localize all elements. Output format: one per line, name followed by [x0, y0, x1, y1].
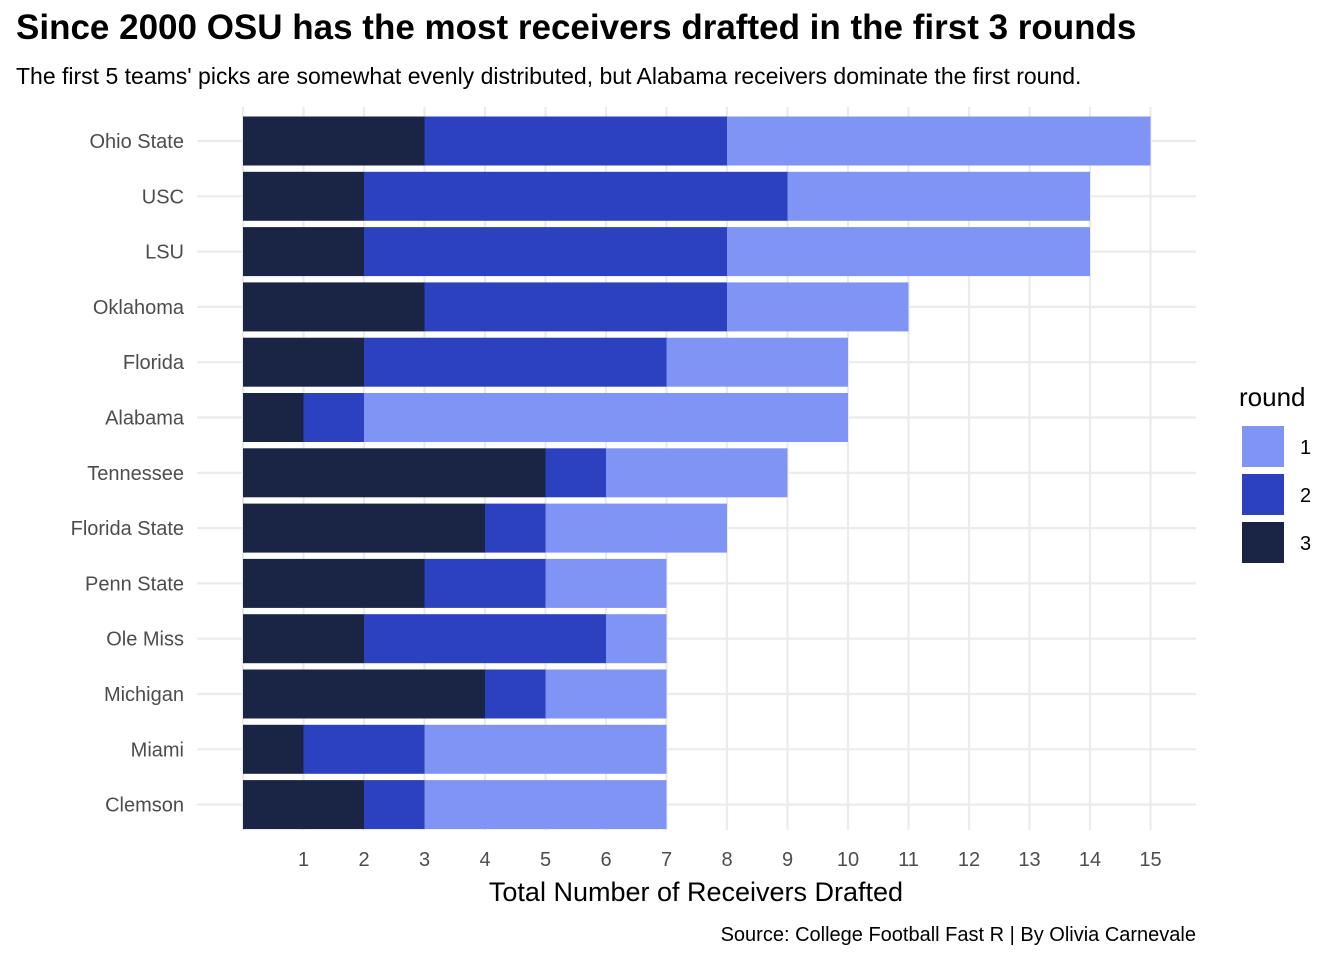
bar-ohio-state-round-1	[727, 116, 1151, 166]
caption: Source: College Football Fast R | By Oli…	[721, 924, 1196, 946]
y-tick-label: Florida State	[71, 518, 184, 540]
legend-title: round	[1239, 382, 1306, 412]
bar-florida-state-round-1	[545, 503, 727, 553]
legend-key-1	[1242, 426, 1284, 467]
y-tick-label: LSU	[145, 242, 184, 264]
x-tick-label: 5	[540, 849, 551, 871]
x-tick-label: 11	[898, 849, 919, 871]
bars	[243, 116, 1151, 830]
x-tick-label: 13	[1018, 849, 1040, 871]
bar-usc-round-1	[787, 171, 1090, 221]
bar-miami-round-2	[303, 724, 425, 774]
y-tick-label: Ole Miss	[106, 629, 184, 651]
bar-florida-state-round-2	[485, 503, 546, 553]
y-tick-label: Alabama	[105, 408, 185, 430]
x-tick-label: 14	[1079, 849, 1101, 871]
x-tick-label: 8	[721, 849, 732, 871]
bar-usc-round-3	[243, 171, 364, 221]
bar-miami-round-3	[243, 724, 304, 774]
x-tick-label: 3	[419, 849, 430, 871]
y-tick-label: Miami	[131, 739, 184, 761]
bar-tennessee-round-3	[243, 448, 546, 498]
bar-lsu-round-3	[243, 227, 364, 277]
x-tick-label: 1	[298, 849, 309, 871]
bar-ole-miss-round-1	[606, 614, 667, 664]
bar-michigan-round-2	[485, 669, 546, 719]
x-tick-label: 2	[358, 849, 369, 871]
bar-tennessee-round-1	[606, 448, 788, 498]
x-tick-label: 7	[661, 849, 672, 871]
legend-label-3: 3	[1300, 533, 1311, 555]
y-tick-label: Penn State	[85, 573, 184, 595]
y-tick-label: Tennessee	[87, 463, 184, 485]
chart-title: Since 2000 OSU has the most receivers dr…	[16, 8, 1137, 47]
y-tick-label: Oklahoma	[93, 297, 185, 319]
bar-lsu-round-2	[364, 227, 727, 277]
bar-penn-state-round-2	[424, 558, 546, 608]
bar-lsu-round-1	[727, 227, 1090, 277]
y-tick-label: USC	[142, 186, 184, 208]
x-tick-label: 15	[1139, 849, 1161, 871]
x-tick-label: 12	[958, 849, 980, 871]
legend-label-1: 1	[1300, 437, 1311, 459]
y-tick-labels: Ohio State USC LSU Oklahoma Florida Alabama Te…	[71, 131, 185, 817]
legend: round 1 2 3	[1239, 382, 1311, 563]
bar-michigan-round-1	[545, 669, 667, 719]
bar-michigan-round-3	[243, 669, 485, 719]
legend-key-2	[1242, 474, 1284, 515]
bar-oklahoma-round-3	[243, 282, 425, 332]
bar-usc-round-2	[364, 171, 788, 221]
y-tick-label: Florida	[123, 352, 185, 374]
x-tick-label: 9	[782, 849, 793, 871]
bar-ohio-state-round-3	[243, 116, 425, 166]
chart-subtitle: The first 5 teams' picks are somewhat ev…	[16, 63, 1082, 89]
bar-penn-state-round-3	[243, 558, 425, 608]
bar-alabama-round-3	[243, 393, 304, 442]
bar-oklahoma-round-2	[424, 282, 727, 332]
bar-florida-state-round-3	[243, 503, 485, 553]
bar-clemson-round-2	[364, 780, 425, 830]
x-tick-label: 6	[600, 849, 611, 871]
bar-ohio-state-round-2	[424, 116, 727, 166]
legend-key-3	[1242, 522, 1284, 563]
bar-oklahoma-round-1	[727, 282, 909, 332]
x-tick-labels: 1 2 3 4 5 6 7 8 9 10 11 12 13 14 15	[298, 849, 1162, 871]
bar-florida-round-1	[666, 337, 848, 387]
legend-label-2: 2	[1300, 485, 1311, 507]
bar-miami-round-1	[424, 724, 667, 774]
x-tick-label: 10	[837, 849, 859, 871]
bar-ole-miss-round-2	[364, 614, 606, 664]
bar-penn-state-round-1	[545, 558, 667, 608]
y-tick-label: Clemson	[105, 795, 184, 817]
bar-alabama-round-1	[364, 393, 848, 442]
bar-tennessee-round-2	[545, 448, 606, 498]
bar-clemson-round-1	[424, 780, 667, 830]
bar-clemson-round-3	[243, 780, 364, 830]
x-tick-label: 4	[479, 849, 490, 871]
bar-ole-miss-round-3	[243, 614, 364, 664]
bar-alabama-round-2	[303, 393, 364, 442]
y-tick-label: Michigan	[104, 684, 184, 706]
bar-florida-round-3	[243, 337, 364, 387]
x-axis-title: Total Number of Receivers Drafted	[489, 877, 903, 907]
bar-florida-round-2	[364, 337, 667, 387]
y-tick-label: Ohio State	[89, 131, 184, 153]
